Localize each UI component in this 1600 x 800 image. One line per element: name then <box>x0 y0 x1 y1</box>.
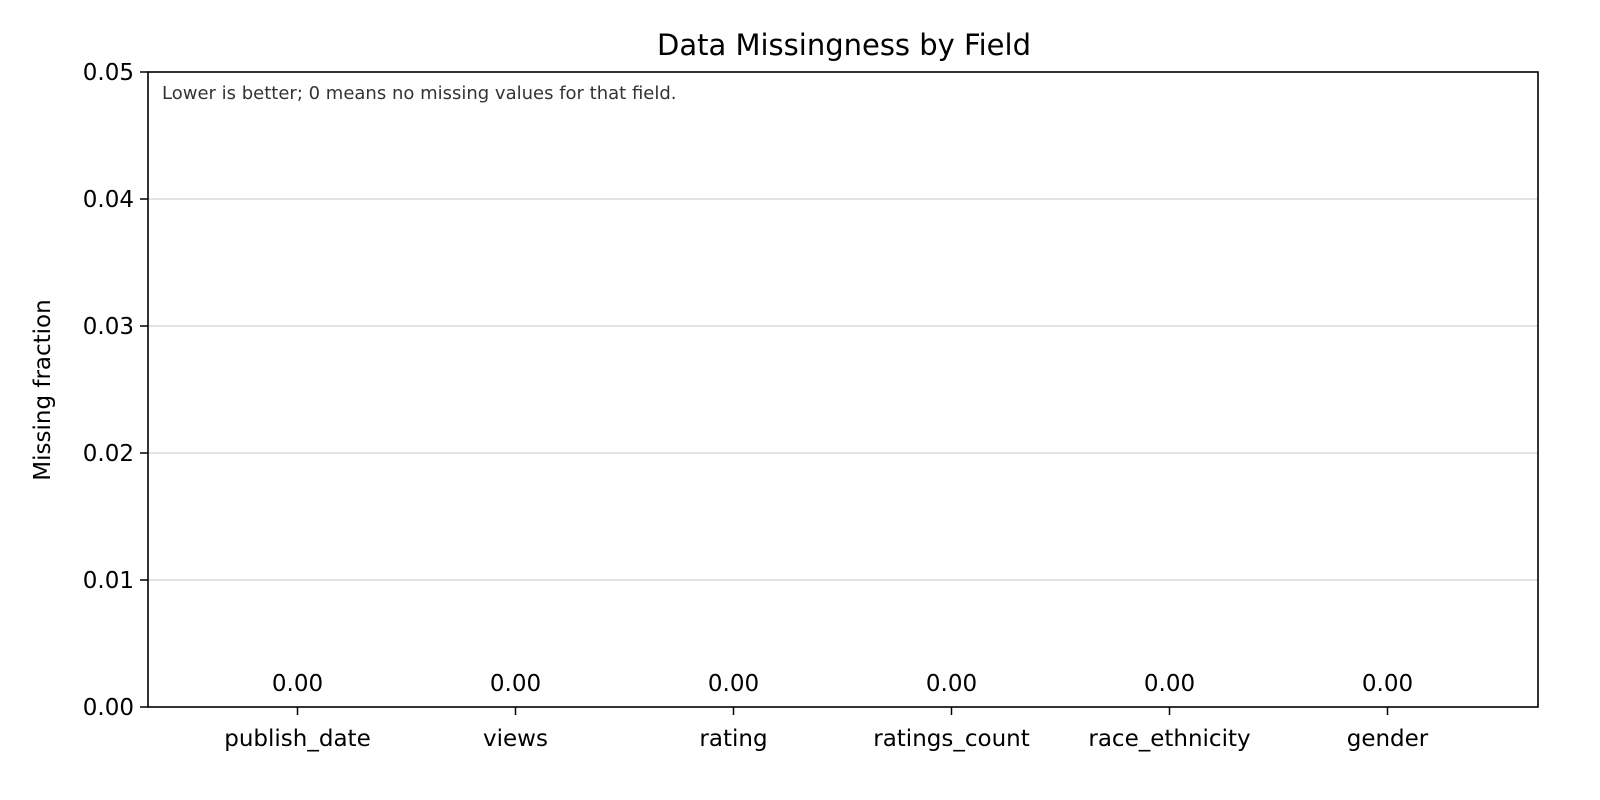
data-label: 0.00 <box>490 671 541 697</box>
x-tick-label: views <box>483 726 548 752</box>
y-tick-label: 0.04 <box>83 187 134 213</box>
y-tick-label: 0.02 <box>83 441 134 467</box>
x-tick-label: rating <box>699 726 767 752</box>
y-tick-label: 0.00 <box>83 695 134 721</box>
x-tick-label: publish_date <box>224 726 370 752</box>
y-tick-label: 0.05 <box>83 60 134 86</box>
data-label: 0.00 <box>272 671 323 697</box>
gridlines <box>148 198 1538 581</box>
data-label: 0.00 <box>1144 671 1195 697</box>
x-axis-ticks: publish_date views rating ratings_count race… <box>224 707 1429 752</box>
data-labels: 0.00 0.00 0.00 0.00 0.00 0.00 <box>272 671 1413 697</box>
chart-annotation: Lower is better; 0 means no missing valu… <box>162 83 677 104</box>
data-label: 0.00 <box>1362 671 1413 697</box>
y-tick-label: 0.01 <box>83 568 134 594</box>
y-tick-label: 0.03 <box>83 314 134 340</box>
data-label: 0.00 <box>708 671 759 697</box>
data-label: 0.00 <box>926 671 977 697</box>
plot-frame <box>147 71 1539 708</box>
y-axis-ticks: 0.00 0.01 0.02 0.03 0.04 0.05 <box>83 60 148 721</box>
x-tick-label: race_ethnicity <box>1088 726 1250 752</box>
x-tick-label: gender <box>1347 726 1429 752</box>
chart-title: Data Missingness by Field <box>657 28 1031 62</box>
x-tick-label: ratings_count <box>873 726 1030 752</box>
y-axis-label: Missing fraction <box>30 299 56 480</box>
